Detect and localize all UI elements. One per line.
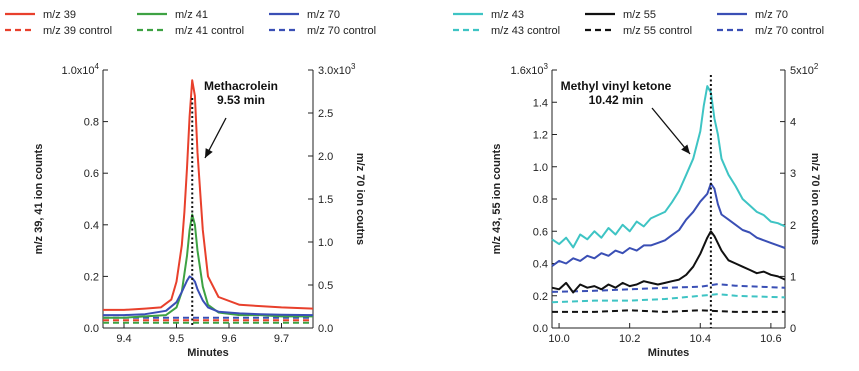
y2-tick-label: 2.5 [318, 108, 333, 120]
x-tick-label: 10.2 [619, 333, 640, 345]
legend: m/z 43 m/z 55 m/z 70 m/z 43 control m/z 55 c… [453, 9, 824, 37]
series-line-m-z-41 [103, 213, 313, 319]
y-tick-label: 0.0 [84, 323, 99, 335]
y2-tick-label: 2 [790, 220, 796, 232]
mvk-chart: m/z 43 m/z 55 m/z 70 m/z 43 control m/z 55 c… [453, 9, 824, 359]
series-line-m-z-70-control [551, 283, 786, 293]
series-line-m-z-43-control [551, 293, 786, 304]
x-tick-label: 10.6 [760, 333, 781, 345]
annotation-time: 10.42 min [589, 93, 644, 107]
y2-tick-label: 3 [790, 168, 796, 180]
annotation-arrow-shaft [651, 107, 691, 155]
y-tick-label: 0.6 [84, 168, 99, 180]
axes: 0.0 0.2 0.4 0.6 0.8 1.0x104 0.0 0.5 1.0 1.5 2.0 2.5… [33, 62, 366, 359]
y2-tick-label: 0.0 [318, 323, 333, 335]
legend-label: m/z 55 control [623, 25, 692, 37]
series-line-m-z-55-control [552, 309, 785, 313]
annotation-name: Methyl vinyl ketone [561, 79, 672, 93]
y-tick-label: 0.4 [84, 220, 99, 232]
y2-axis-label: m/z 70 ion coutns [809, 153, 821, 245]
series-line-m-z-70 [551, 182, 786, 267]
legend: m/z 39 m/z 41 m/z 70 m/z 39 control m/z 41 c… [5, 9, 376, 37]
y-tick-label: 1.4 [533, 97, 548, 109]
y2-tick-label: 1.0 [318, 237, 333, 249]
x-tick-label: 9.5 [169, 333, 184, 345]
methacrolein-chart: m/z 39 m/z 41 m/z 70 m/z 39 control m/z 41 c… [5, 9, 376, 359]
y2-tick-label: 0 [790, 323, 796, 335]
series [551, 85, 786, 313]
x-tick-label: 10.0 [548, 333, 569, 345]
x-tick-label: 9.6 [221, 333, 236, 345]
y2-tick-label: 2.0 [318, 151, 333, 163]
y2-tick-label: 5x102 [790, 62, 819, 77]
legend-label: m/z 41 [175, 9, 208, 21]
y2-tick-label: 3.0x103 [318, 62, 356, 77]
annotation-arrow-head [205, 148, 213, 158]
annotation-arrow-head [681, 144, 690, 154]
y-tick-label: 1.0 [533, 162, 548, 174]
legend-label: m/z 70 control [307, 25, 376, 37]
annotation-time: 9.53 min [217, 93, 265, 107]
y-axis-label: m/z 43, 55 ion counts [491, 144, 503, 255]
y-tick-label: 0.6 [533, 226, 548, 238]
series-line-m-z-55 [551, 230, 786, 294]
y2-tick-label: 1.5 [318, 194, 333, 206]
annotation-name: Methacrolein [204, 79, 278, 93]
axes: 0.0 0.2 0.4 0.6 0.8 1.0 1.2 1.4 1.6x103 0 1 2 3 4 5x10… [491, 62, 821, 359]
y-tick-label: 0.8 [533, 194, 548, 206]
series-line-m-z-70 [103, 275, 314, 317]
y2-axis-label: m/z 70 ion coutns [354, 153, 366, 245]
x-axis-label: Minutes [187, 347, 229, 359]
legend-label: m/z 39 [43, 9, 76, 21]
legend-label: m/z 70 [307, 9, 340, 21]
series-line-m-z-43 [551, 85, 786, 249]
y2-tick-label: 4 [790, 117, 796, 129]
x-tick-label: 9.4 [116, 333, 131, 345]
y2-tick-label: 0.5 [318, 280, 333, 292]
legend-label: m/z 55 [623, 9, 656, 21]
y-tick-label: 0.2 [533, 291, 548, 303]
legend-label: m/z 43 [491, 9, 524, 21]
legend-label: m/z 41 control [175, 25, 244, 37]
series [103, 79, 314, 324]
legend-label: m/z 43 control [491, 25, 560, 37]
y-axis-label: m/z 39, 41 ion counts [33, 144, 45, 255]
legend-label: m/z 70 [755, 9, 788, 21]
y-tick-label: 1.0x104 [62, 62, 100, 77]
y-tick-label: 1.6x103 [511, 62, 549, 77]
series-line-m-z-39 [103, 79, 314, 311]
x-tick-label: 9.7 [274, 333, 289, 345]
y-tick-label: 0.2 [84, 271, 99, 283]
y-tick-label: 0.8 [84, 117, 99, 129]
legend-label: m/z 39 control [43, 25, 112, 37]
legend-label: m/z 70 control [755, 25, 824, 37]
x-axis-label: Minutes [648, 347, 690, 359]
y-tick-label: 0.0 [533, 323, 548, 335]
y-tick-label: 0.4 [533, 259, 548, 271]
x-tick-label: 10.4 [690, 333, 711, 345]
y-tick-label: 1.2 [533, 130, 548, 142]
y2-tick-label: 1 [790, 271, 796, 283]
